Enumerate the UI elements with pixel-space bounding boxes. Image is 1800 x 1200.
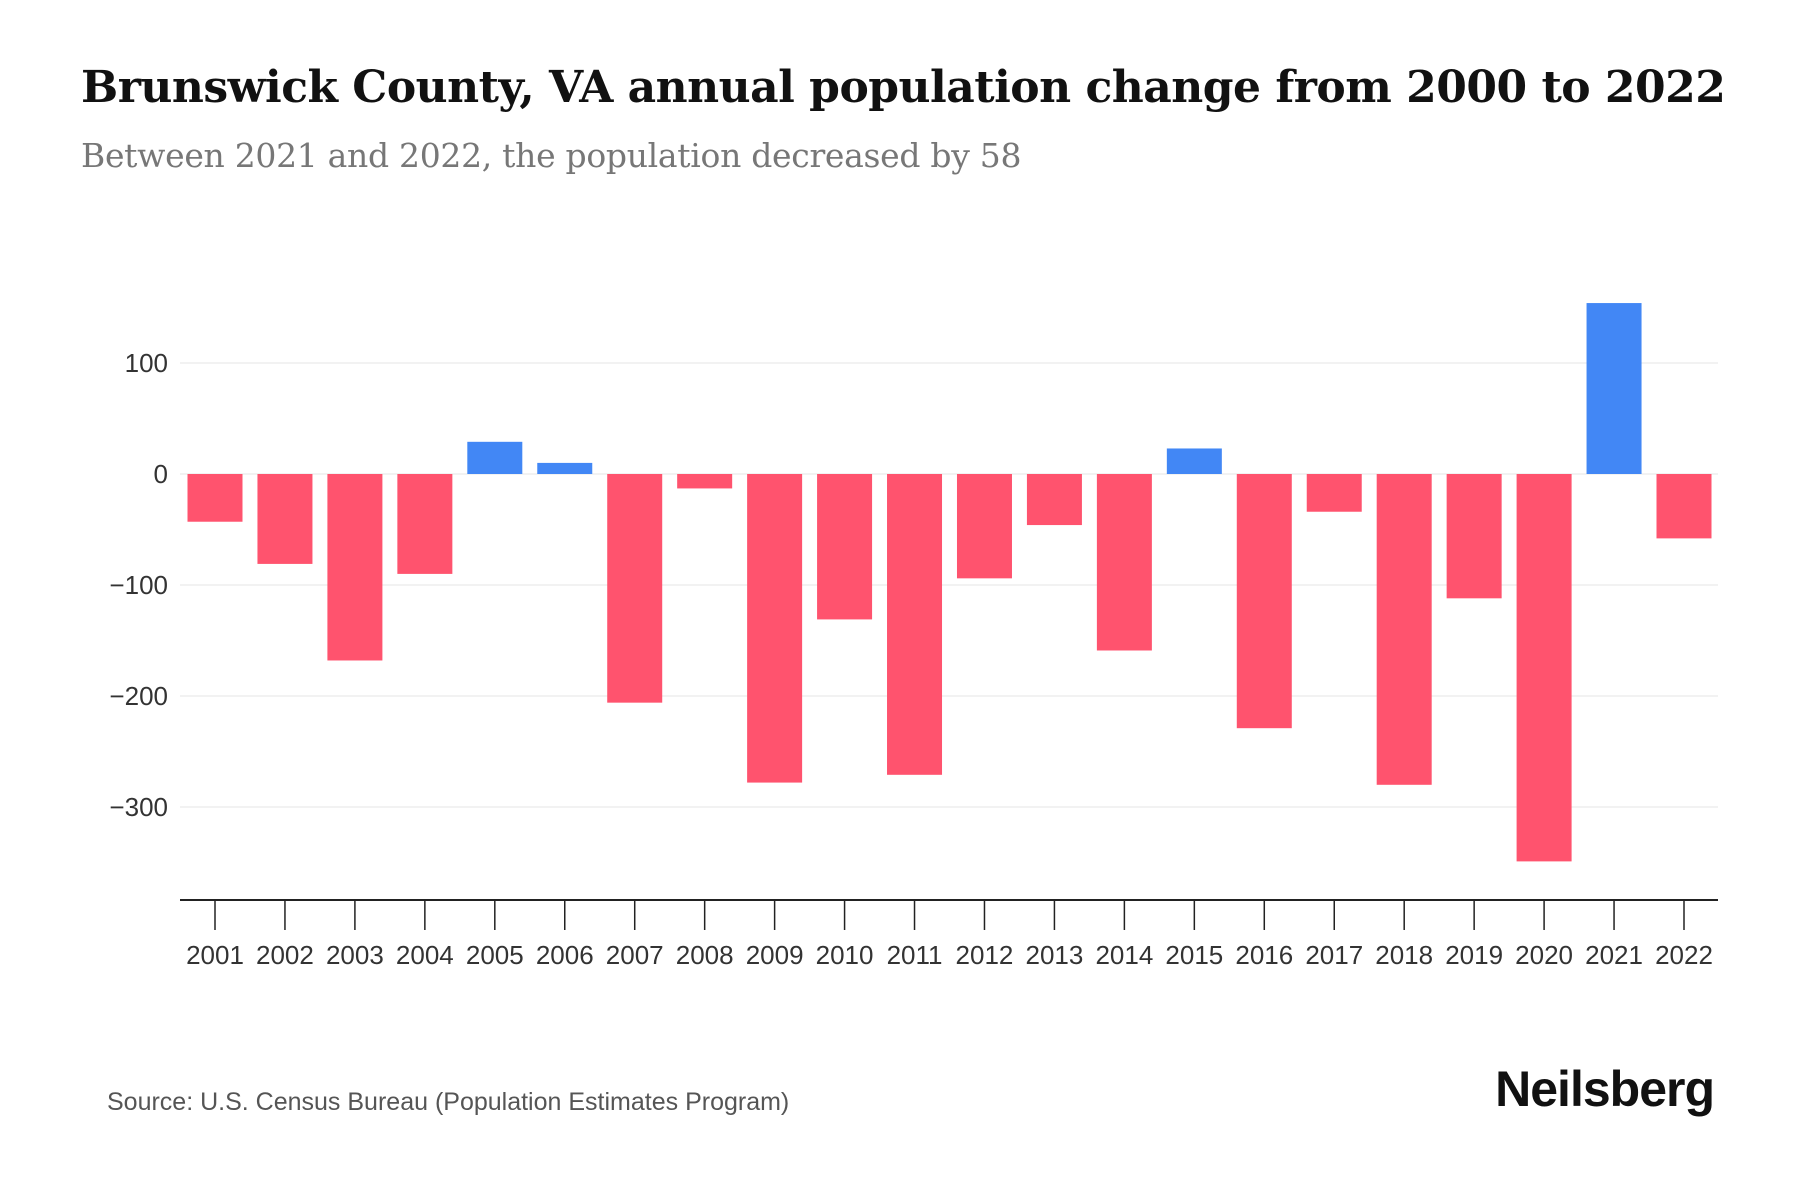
x-tick-label: 2016 <box>1235 940 1293 970</box>
bar-2017 <box>1306 474 1362 512</box>
bar-2009 <box>747 474 803 783</box>
x-tick-label: 2004 <box>396 940 454 970</box>
y-tick-label: 0 <box>154 459 168 489</box>
bar-2007 <box>607 474 663 703</box>
y-tick-label: −100 <box>109 570 168 600</box>
source-note: Source: U.S. Census Bureau (Population E… <box>107 1088 790 1116</box>
x-tick-label: 2017 <box>1305 940 1363 970</box>
bar-2003 <box>327 474 383 661</box>
x-tick-label: 2022 <box>1655 940 1713 970</box>
x-tick-label: 2013 <box>1026 940 1084 970</box>
x-tick-label: 2018 <box>1375 940 1433 970</box>
y-tick-label: −300 <box>109 792 168 822</box>
chart-title: Brunswick County, VA annual population c… <box>81 62 1726 113</box>
neilsberg-logo: Neilsberg <box>1495 1061 1715 1117</box>
bar-2005 <box>467 441 523 474</box>
bar-2022 <box>1656 474 1712 539</box>
bar-2006 <box>537 462 593 474</box>
x-tick-label: 2007 <box>606 940 664 970</box>
x-tick-label: 2001 <box>186 940 244 970</box>
bar-2014 <box>1096 474 1152 651</box>
bar-2012 <box>956 474 1012 579</box>
x-tick-label: 2005 <box>466 940 524 970</box>
x-tick-label: 2011 <box>887 940 943 970</box>
bar-2019 <box>1446 474 1502 599</box>
x-tick-label: 2006 <box>536 940 594 970</box>
x-tick-label: 2020 <box>1515 940 1573 970</box>
x-tick-label: 2019 <box>1445 940 1503 970</box>
x-tick-label: 2010 <box>816 940 874 970</box>
bar-2008 <box>677 474 733 489</box>
y-tick-label: −200 <box>109 681 168 711</box>
bar-2020 <box>1516 474 1572 862</box>
x-tick-label: 2012 <box>956 940 1014 970</box>
bar-2001 <box>187 474 243 522</box>
x-tick-label: 2009 <box>746 940 804 970</box>
x-tick-label: 2002 <box>256 940 314 970</box>
x-tick-label: 2015 <box>1165 940 1223 970</box>
bar-2010 <box>817 474 873 620</box>
bar-2018 <box>1376 474 1432 785</box>
bar-2011 <box>887 474 943 775</box>
bar-2015 <box>1166 448 1222 474</box>
bar-2016 <box>1236 474 1292 729</box>
y-tick-label: 100 <box>125 348 168 378</box>
x-tick-label: 2014 <box>1095 940 1153 970</box>
chart-subtitle: Between 2021 and 2022, the population de… <box>81 136 1022 175</box>
bar-2013 <box>1026 474 1082 526</box>
bar-2004 <box>397 474 453 574</box>
x-tick-label: 2003 <box>326 940 384 970</box>
x-tick-label: 2021 <box>1585 940 1643 970</box>
bar-2021 <box>1586 303 1642 474</box>
bar-2002 <box>257 474 313 564</box>
x-tick-label: 2008 <box>676 940 734 970</box>
